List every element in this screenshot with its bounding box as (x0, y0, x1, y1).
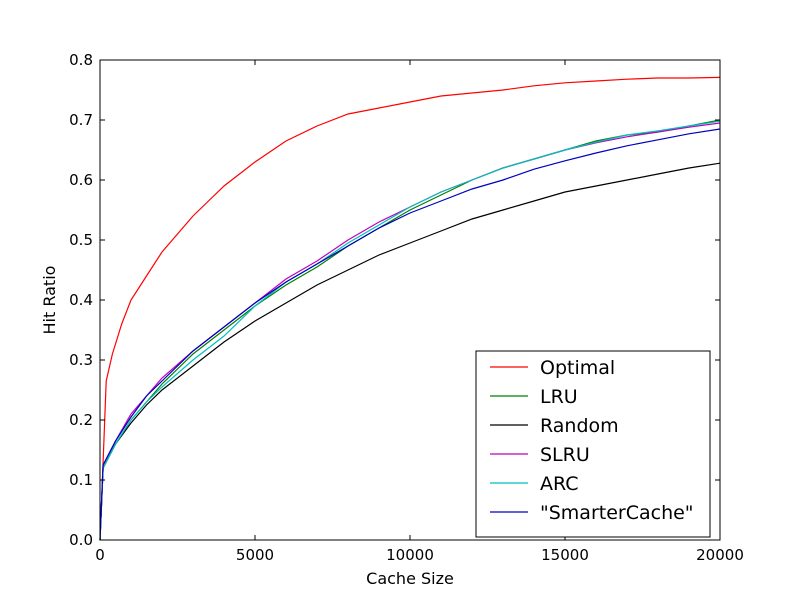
x-axis-title: Cache Size (366, 569, 454, 588)
y-axis-title: Hit Ratio (40, 266, 59, 335)
legend: Optimal LRU Random SLRU ARC "SmarterCache" (475, 350, 711, 538)
legend-label-3: SLRU (540, 444, 590, 466)
legend-label-1: LRU (540, 386, 578, 408)
y-tick-label-4: 0.4 (69, 291, 93, 309)
legend-label-4: ARC (540, 473, 579, 495)
x-tick-label-3: 15000 (541, 546, 589, 564)
y-tick-label-3: 0.3 (69, 351, 93, 369)
y-tick-label-7: 0.7 (69, 111, 93, 129)
y-tick-label-0: 0.0 (69, 531, 93, 549)
series-layer (99, 76, 721, 541)
legend-label-0: Optimal (540, 357, 615, 379)
series-line-4 (99, 120, 721, 541)
ticks-layer: 0 5000 10000 15000 20000 0.0 0.1 0.2 0.3 0.4 0.5 0.… (69, 51, 744, 564)
x-tick-label-1: 5000 (236, 546, 274, 564)
y-tick-label-2: 0.2 (69, 411, 93, 429)
x-tick-label-2: 10000 (386, 546, 434, 564)
y-tick-label-6: 0.6 (69, 171, 93, 189)
legend-label-2: Random (540, 415, 619, 437)
legend-label-5: "SmarterCache" (540, 502, 694, 524)
y-tick-label-1: 0.1 (69, 471, 93, 489)
plot-frame (99, 59, 721, 541)
x-tick-label-0: 0 (95, 546, 105, 564)
series-line-2 (99, 162, 721, 541)
series-line-0 (99, 76, 721, 541)
legend-box (475, 350, 711, 538)
series-line-5 (99, 128, 721, 541)
x-tick-label-4: 20000 (696, 546, 744, 564)
y-tick-label-8: 0.8 (69, 51, 93, 69)
y-tick-label-5: 0.5 (69, 231, 93, 249)
